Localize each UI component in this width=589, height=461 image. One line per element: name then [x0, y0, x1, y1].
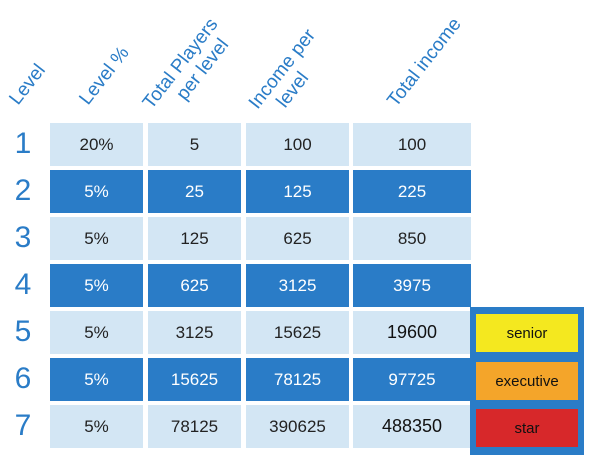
- rank-star: star: [475, 408, 579, 448]
- cell-total: 850: [353, 217, 471, 260]
- level-number: 3: [14, 221, 32, 254]
- cell-total: 100: [353, 123, 471, 166]
- level-number: 1: [14, 127, 32, 160]
- cell-pct: 20%: [50, 123, 143, 166]
- cell-players: 78125: [148, 405, 241, 448]
- level-number: 7: [14, 409, 32, 442]
- cell-pct: 5%: [50, 405, 143, 448]
- cell-players: 25: [148, 170, 241, 213]
- cell-income: 3125: [246, 264, 349, 307]
- header-total-players: Total Players per level: [139, 14, 239, 126]
- cell-players: 15625: [148, 358, 241, 401]
- cell-players: 3125: [148, 311, 241, 354]
- cell-pct: 5%: [50, 311, 143, 354]
- cell-players: 625: [148, 264, 241, 307]
- level-number: 2: [14, 174, 32, 207]
- level-number: 6: [14, 362, 32, 395]
- level-number: 4: [14, 268, 32, 301]
- rank-senior: senior: [475, 313, 579, 353]
- cell-income: 100: [246, 123, 349, 166]
- cell-income: 15625: [246, 311, 349, 354]
- cell-players: 5: [148, 123, 241, 166]
- header-total-income: Total income: [383, 14, 466, 111]
- header-income-per-level: Income per level: [245, 25, 337, 126]
- cell-pct: 5%: [50, 170, 143, 213]
- cell-income: 390625: [246, 405, 349, 448]
- cell-income: 125: [246, 170, 349, 213]
- header-level: Level: [5, 60, 50, 109]
- cell-total: 225: [353, 170, 471, 213]
- cell-total: 488350: [353, 405, 471, 448]
- cell-players: 125: [148, 217, 241, 260]
- level-number: 5: [14, 315, 32, 348]
- cell-pct: 5%: [50, 358, 143, 401]
- cell-total: 19600: [353, 311, 471, 354]
- header-level-percent: Level %: [75, 42, 134, 110]
- cell-total: 97725: [353, 358, 471, 401]
- cell-income: 78125: [246, 358, 349, 401]
- cell-total: 3975: [353, 264, 471, 307]
- rank-executive: executive: [475, 361, 579, 401]
- cell-pct: 5%: [50, 217, 143, 260]
- cell-pct: 5%: [50, 264, 143, 307]
- cell-income: 625: [246, 217, 349, 260]
